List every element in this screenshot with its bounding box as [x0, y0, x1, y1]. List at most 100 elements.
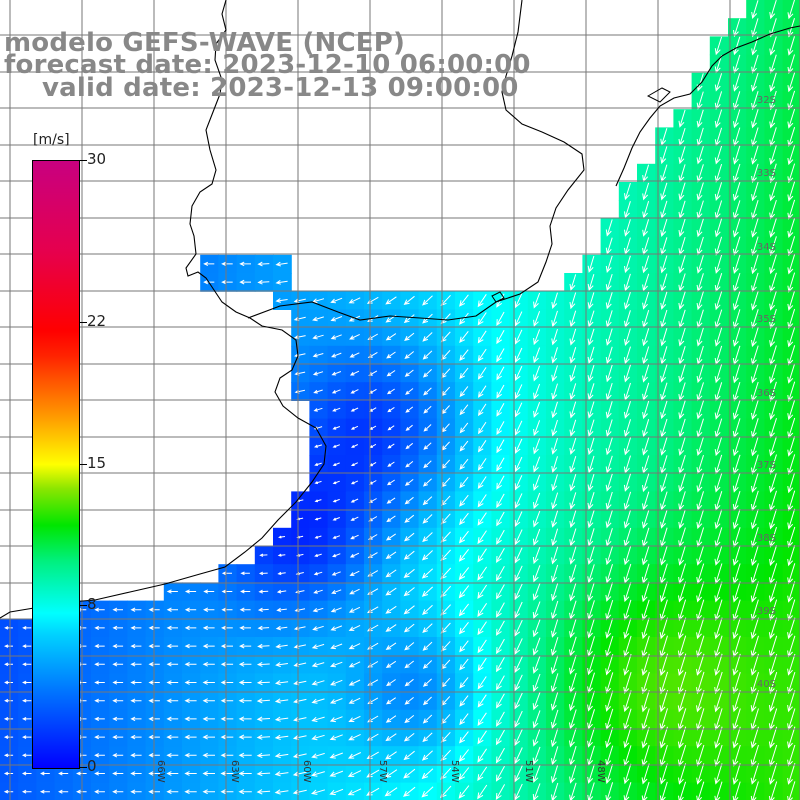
wind-arrow	[569, 654, 577, 675]
wind-arrow	[275, 662, 288, 668]
wind-arrow	[330, 661, 343, 668]
wind-arrow	[329, 716, 343, 723]
wind-arrow	[696, 509, 705, 530]
wind-arrow	[459, 294, 469, 307]
wind-arrow	[714, 509, 723, 530]
wind-arrow	[587, 292, 595, 310]
wind-arrow	[404, 479, 414, 486]
colorbar	[32, 160, 80, 769]
wind-arrow	[404, 660, 415, 669]
wind-arrow	[112, 680, 124, 685]
wind-arrow	[495, 766, 505, 782]
wind-arrow	[750, 599, 759, 621]
wind-arrow	[221, 571, 232, 576]
wind-arrow	[404, 369, 414, 377]
wind-arrow	[329, 698, 343, 704]
wind-arrow	[112, 643, 124, 649]
wind-arrow	[202, 771, 215, 776]
wind-arrow	[514, 638, 523, 655]
wind-arrow	[714, 436, 723, 457]
wind-arrow	[459, 422, 469, 434]
wind-arrow	[332, 535, 341, 539]
wind-arrow	[569, 727, 577, 748]
wind-arrow	[458, 567, 470, 581]
wind-arrow	[660, 545, 668, 566]
wind-arrow	[130, 789, 142, 794]
wind-arrow	[348, 733, 361, 741]
wind-arrow	[696, 91, 704, 110]
wind-arrow	[787, 781, 796, 800]
wind-arrow	[569, 709, 577, 730]
wind-arrow	[496, 348, 505, 363]
wind-arrow	[714, 726, 723, 749]
wind-arrow	[605, 219, 613, 237]
wind-arrow	[678, 146, 686, 165]
wind-arrow	[587, 654, 595, 676]
wind-arrow	[94, 734, 105, 740]
wind-arrow	[459, 658, 469, 671]
wind-arrow	[221, 279, 233, 285]
wind-arrow	[660, 364, 668, 383]
wind-arrow	[422, 604, 433, 615]
wind-arrow	[220, 643, 233, 649]
wind-arrow	[238, 661, 252, 667]
wind-arrow	[496, 657, 505, 673]
wind-arrow	[732, 509, 741, 530]
wind-arrow	[496, 457, 505, 472]
wind-arrow	[587, 419, 595, 437]
wind-arrow	[732, 363, 741, 384]
wind-arrow	[624, 219, 631, 237]
wind-arrow	[238, 770, 252, 777]
wind-arrow	[732, 599, 741, 621]
wind-arrow	[331, 589, 342, 594]
wind-arrow	[422, 350, 433, 360]
wind-arrow	[130, 625, 142, 631]
wind-arrow	[459, 494, 469, 507]
wind-arrow	[404, 697, 414, 705]
wind-arrow	[496, 493, 505, 509]
wind-arrow	[587, 328, 595, 346]
wind-arrow	[496, 421, 505, 435]
wind-arrow	[532, 673, 541, 693]
latitude-label: 38S	[757, 533, 776, 544]
wind-arrow	[385, 751, 397, 760]
wind-arrow	[94, 662, 105, 667]
wind-arrow	[495, 784, 506, 800]
longitude-label: 63W	[229, 760, 240, 783]
wind-arrow	[238, 789, 252, 795]
longitude-label: 51W	[523, 760, 534, 783]
wind-arrow	[477, 385, 487, 398]
wind-arrow	[641, 781, 650, 800]
wind-arrow	[94, 625, 105, 630]
wind-arrow	[532, 746, 541, 765]
wind-arrow	[787, 454, 796, 475]
wind-arrow	[202, 789, 215, 795]
wind-arrow	[550, 691, 559, 711]
wind-arrow	[769, 381, 777, 402]
wind-arrow	[714, 109, 723, 129]
wind-arrow	[477, 639, 487, 654]
wind-arrow	[641, 763, 650, 785]
wind-arrow	[21, 789, 32, 794]
wind-arrow	[404, 496, 414, 505]
wind-arrow	[623, 364, 631, 383]
wind-arrow	[732, 744, 741, 767]
wind-arrow	[533, 438, 541, 455]
wind-arrow	[624, 182, 631, 201]
wind-arrow	[569, 510, 577, 529]
wind-arrow	[239, 261, 251, 267]
wind-arrow	[184, 643, 197, 649]
wind-arrow	[221, 589, 233, 594]
wind-arrow	[422, 332, 433, 342]
wind-arrow	[732, 653, 741, 676]
wind-arrow	[641, 653, 650, 676]
wind-arrow	[587, 690, 595, 712]
wind-arrow	[569, 274, 577, 291]
wind-arrow	[403, 295, 415, 306]
wind-arrow	[292, 789, 307, 795]
wind-arrow	[3, 753, 14, 758]
wind-arrow	[404, 532, 415, 542]
wind-arrow	[623, 653, 632, 676]
wind-arrow	[732, 581, 741, 603]
wind-arrow	[350, 425, 359, 430]
